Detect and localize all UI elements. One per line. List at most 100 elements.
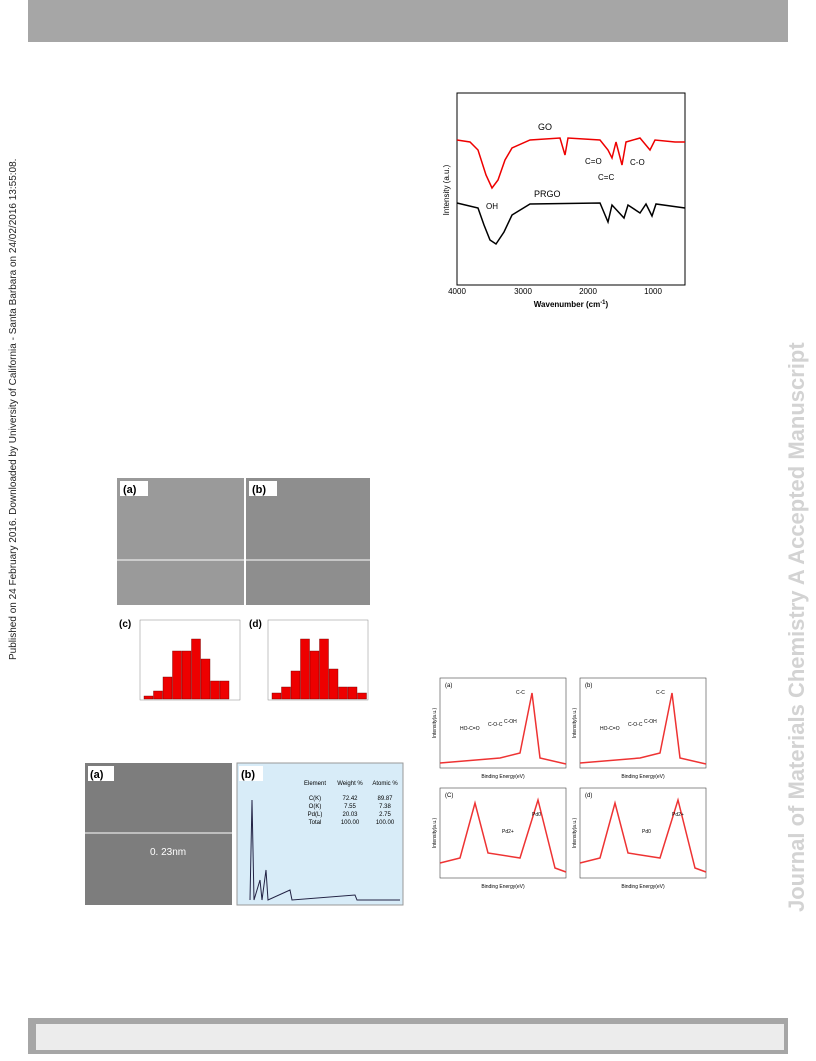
y-label: Intensity(a.u.) — [432, 708, 438, 739]
table-header: Atomic % — [372, 781, 398, 787]
header-bar — [28, 0, 788, 42]
tick-label: 2000 — [579, 287, 597, 296]
hist-bar — [300, 638, 310, 700]
hist-frame — [267, 619, 369, 701]
panel-label: (c) — [119, 619, 131, 630]
histograms — [139, 619, 369, 701]
label-box — [120, 481, 148, 496]
side-note: Published on 24 February 2016. Downloade… — [8, 159, 19, 660]
annotation: PRGO — [534, 189, 561, 199]
prgo-curve — [456, 202, 686, 246]
hist-bar — [143, 695, 154, 700]
panel-label: (b) — [585, 683, 592, 689]
panel-label: (d) — [249, 619, 262, 630]
table-cell: 100.00 — [341, 820, 360, 826]
xps-frame — [439, 677, 567, 769]
peak-label: C-OH — [504, 719, 517, 725]
hist-bar — [328, 668, 339, 700]
tick-label: 3000 — [514, 287, 532, 296]
xps-frame — [579, 787, 707, 879]
peak-label: Pd2+ — [502, 829, 514, 835]
table-cell: 7.38 — [379, 804, 391, 810]
peak-label: C-C — [656, 690, 665, 696]
hist-bar — [200, 658, 211, 700]
ftir-frame — [456, 92, 686, 286]
ftir-y-label: Intensity (a.u.) — [442, 164, 451, 215]
x-label: Binding Energy(eV) — [481, 774, 525, 780]
table-cell: Total — [309, 820, 322, 826]
peak-label: Pd0 — [532, 812, 541, 818]
peak-label: C-O-C — [488, 722, 503, 728]
eds-table: Element Weight % Atomic % C(K) 72.42 89.87 O(K… — [304, 781, 398, 826]
hist-bar — [172, 650, 182, 700]
annotation: OH — [486, 202, 498, 211]
label-box — [239, 766, 263, 781]
hist-bar — [191, 638, 201, 700]
table-cell: C(K) — [309, 796, 321, 802]
peak-label: Pd2+ — [672, 812, 684, 818]
panel-label: (C) — [445, 793, 453, 799]
hist-bar — [210, 680, 220, 700]
annotation: C-O — [630, 158, 645, 167]
xps-figure: (a) Binding Energy(eV) Intensity(a.u.) C-C C… — [432, 677, 707, 890]
panel-label: (a) — [445, 683, 452, 689]
table-cell: O(K) — [309, 804, 322, 810]
panel-label: (b) — [241, 769, 255, 781]
peak-label: C-O-C — [628, 722, 643, 728]
eds-trace — [249, 799, 400, 901]
hist-bar — [281, 686, 291, 700]
xps-trace — [579, 797, 707, 873]
annotation: GO — [538, 122, 552, 132]
tick-label: 4000 — [448, 287, 466, 296]
peak-label: C-C — [516, 690, 525, 696]
x-label: Binding Energy(eV) — [621, 884, 665, 890]
watermark: Journal of Materials Chemistry A Accepte… — [784, 342, 809, 912]
hist-bar — [290, 670, 301, 700]
hist-bar — [271, 692, 282, 700]
table-cell: 2.75 — [379, 812, 391, 818]
annotation: C=O — [585, 157, 602, 166]
peak-label: HO-C=O — [460, 726, 480, 732]
label-part: -1 — [600, 300, 606, 306]
peak-label: Pd0 — [642, 829, 651, 835]
hist-bar — [162, 676, 173, 700]
hist-bar — [357, 692, 367, 700]
annotation: C=C — [598, 173, 614, 182]
hist-bar — [347, 686, 358, 700]
tem-image — [117, 478, 244, 605]
table-cell: Pd(L) — [308, 812, 323, 818]
table-cell: 7.55 — [344, 804, 356, 810]
hist-bar — [309, 650, 320, 700]
y-label: Intensity(a.u.) — [572, 708, 578, 739]
label-box — [249, 481, 277, 496]
label-part: ) — [606, 300, 609, 309]
hist-bar — [181, 650, 192, 700]
go-curve — [456, 137, 685, 190]
panel-label: (a) — [123, 484, 137, 496]
panel-label: (b) — [252, 484, 266, 496]
peak-label: C-OH — [644, 719, 657, 725]
x-label: Binding Energy(eV) — [621, 774, 665, 780]
label-part: Wavenumber (cm — [534, 300, 600, 309]
x-label: Binding Energy(eV) — [481, 884, 525, 890]
scale-label: 0. 23nm — [150, 847, 186, 858]
panel-label: (a) — [90, 769, 104, 781]
tick-label: 1000 — [644, 287, 662, 296]
xps-frame — [579, 677, 707, 769]
hist-bar — [338, 686, 348, 700]
panel-label: (d) — [585, 793, 592, 799]
table-cell: 20.03 — [342, 812, 358, 818]
table-header: Weight % — [337, 781, 363, 787]
hist-bar — [153, 690, 163, 700]
ftir-x-label: Wavenumber (cm-1) — [534, 300, 609, 309]
hrtem-image — [85, 763, 232, 905]
table-cell: 100.00 — [376, 820, 395, 826]
xps-trace — [579, 692, 707, 765]
y-label: Intensity(a.u.) — [572, 818, 578, 849]
footer-inner — [36, 1024, 784, 1050]
hist-bar — [219, 680, 230, 700]
table-cell: 72.42 — [342, 796, 358, 802]
y-label: Intensity(a.u.) — [432, 818, 438, 849]
hist-bar — [319, 638, 329, 700]
